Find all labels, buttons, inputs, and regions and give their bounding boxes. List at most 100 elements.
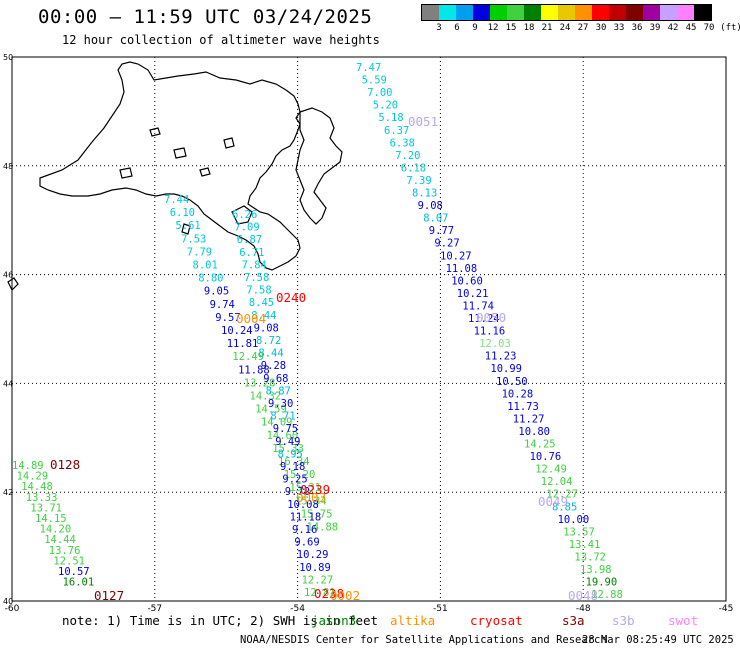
swh-value: 11.24 bbox=[468, 313, 500, 325]
legend-label: 18 bbox=[523, 23, 535, 33]
swh-value: 13.72 bbox=[574, 551, 606, 563]
swh-value: 9.57 bbox=[215, 312, 240, 324]
swh-value: 9.72 bbox=[285, 486, 310, 498]
swh-value: 6.38 bbox=[390, 137, 415, 149]
swh-value: 8.13 bbox=[412, 188, 437, 200]
swh-value: 14.29 bbox=[17, 471, 49, 483]
legend-swatch bbox=[575, 5, 592, 20]
swh-value: 9.30 bbox=[268, 398, 293, 410]
swh-value: 7.79 bbox=[187, 246, 212, 258]
swh-value: 16.34 bbox=[278, 456, 310, 468]
swh-value: 10.89 bbox=[299, 562, 331, 574]
satellite-s3a: s3a bbox=[562, 613, 585, 628]
legend-label: 70 bbox=[703, 23, 715, 33]
satellite-jason3: jason3 bbox=[311, 613, 357, 628]
swh-value: 12.27 bbox=[302, 574, 334, 586]
swh-value: 12.49 bbox=[535, 464, 567, 476]
legend-label: 15 bbox=[505, 23, 517, 33]
swh-value: 7.20 bbox=[395, 150, 420, 162]
swh-value: 9.08 bbox=[418, 200, 443, 212]
swh-value: 16.01 bbox=[63, 577, 95, 589]
swh-value: 11.18 bbox=[290, 511, 322, 523]
swh-value: 7.09 bbox=[234, 222, 259, 234]
generated-time: 28 Mar 08:25:49 UTC 2025 bbox=[582, 634, 734, 646]
swh-value: 9.77 bbox=[429, 225, 454, 237]
track-id-label: 0238 bbox=[314, 586, 344, 601]
swh-value: 14.25 bbox=[524, 439, 556, 451]
swh-value: 6.71 bbox=[239, 247, 264, 259]
legend-swatch bbox=[694, 5, 711, 20]
track-id-label: 0004 bbox=[236, 311, 266, 326]
swh-value: 14.89 bbox=[12, 460, 44, 472]
lon-tick-label: -51 bbox=[433, 604, 448, 614]
track-id-label: 0051 bbox=[408, 114, 438, 129]
page-subtitle: 12 hour collection of altimeter wave hei… bbox=[62, 33, 380, 47]
coastline bbox=[7, 61, 343, 292]
swh-value: 7.00 bbox=[367, 87, 392, 99]
lat-tick-label: 46 bbox=[3, 271, 13, 280]
legend-unit: (ft) bbox=[720, 23, 740, 33]
swh-value: 9.74 bbox=[210, 299, 235, 311]
swh-value: 14.09 bbox=[261, 417, 293, 429]
swh-value: 12.04 bbox=[541, 476, 573, 488]
swh-value: 9.05 bbox=[204, 286, 229, 298]
legend-label: 27 bbox=[577, 23, 589, 33]
track-id-label: 0128 bbox=[50, 457, 80, 472]
swh-value: 9.18 bbox=[280, 461, 305, 473]
swh-value: 14.44 bbox=[44, 534, 76, 546]
swh-value: 11.16 bbox=[474, 326, 506, 338]
swh-value: 8.44 bbox=[258, 348, 283, 360]
legend-label: 30 bbox=[595, 23, 607, 33]
legend-swatch bbox=[473, 5, 490, 20]
swh-value: 13.41 bbox=[569, 539, 601, 551]
lat-tick-label: 44 bbox=[3, 379, 13, 388]
swh-value: 8.80 bbox=[198, 273, 223, 285]
swh-value: 5.18 bbox=[378, 112, 403, 124]
swh-value: 11.81 bbox=[227, 338, 259, 350]
swh-value: 12.03 bbox=[479, 338, 511, 350]
swh-value: 9.25 bbox=[282, 474, 307, 486]
swh-value: 6.10 bbox=[170, 207, 195, 219]
swh-value: 7.53 bbox=[181, 233, 206, 245]
satellite-altika: altika bbox=[390, 613, 436, 628]
satellite-s3b: s3b bbox=[612, 613, 635, 628]
swh-value: 15.31 bbox=[289, 482, 321, 494]
swh-value: 13.98 bbox=[580, 564, 612, 576]
swh-value: 13.28 bbox=[244, 377, 276, 389]
legend-swatch bbox=[541, 5, 558, 20]
track-id-label: 0240 bbox=[276, 290, 306, 305]
swh-value: 14.88 bbox=[307, 522, 339, 534]
swh-value: 10.80 bbox=[518, 426, 550, 438]
swh-value: 7.47 bbox=[356, 62, 381, 74]
swh-value: 14.20 bbox=[40, 524, 72, 536]
swh-value: 14.15 bbox=[35, 513, 67, 525]
track-id-label: 0049 bbox=[538, 494, 568, 509]
swh-value: 5.59 bbox=[362, 75, 387, 87]
swh-value: 8.85 bbox=[552, 501, 577, 513]
swh-value: 6.18 bbox=[401, 162, 426, 174]
legend-swatch bbox=[609, 5, 626, 20]
swh-value: 11.73 bbox=[507, 401, 539, 413]
swh-value: 12.27 bbox=[546, 489, 578, 501]
swh-value: 7.39 bbox=[406, 175, 431, 187]
swh-value: 10.27 bbox=[440, 250, 472, 262]
swh-value: 13.71 bbox=[30, 502, 62, 514]
legend-swatch bbox=[558, 5, 575, 20]
track-id-label: 0050 bbox=[476, 310, 506, 325]
lat-tick-label: 40 bbox=[3, 597, 13, 606]
legend-label: 42 bbox=[667, 23, 679, 33]
legend-swatch bbox=[643, 5, 660, 20]
legend-label: 39 bbox=[649, 23, 661, 33]
swh-value: 10.29 bbox=[297, 549, 329, 561]
swh-value: 8.45 bbox=[249, 297, 274, 309]
page-title: 00:00 – 11:59 UTC 03/24/2025 bbox=[38, 6, 373, 28]
swh-value: 8.71 bbox=[270, 411, 295, 423]
swh-value: 5.20 bbox=[373, 100, 398, 112]
legend-label: 36 bbox=[631, 23, 643, 33]
graticule bbox=[11, 56, 727, 602]
swh-value: 10.21 bbox=[457, 288, 489, 300]
swh-value: 7.58 bbox=[244, 272, 269, 284]
swh-value: 11.88 bbox=[238, 364, 270, 376]
swh-value: 14.48 bbox=[21, 481, 53, 493]
swh-value: 14.59 bbox=[255, 404, 287, 416]
